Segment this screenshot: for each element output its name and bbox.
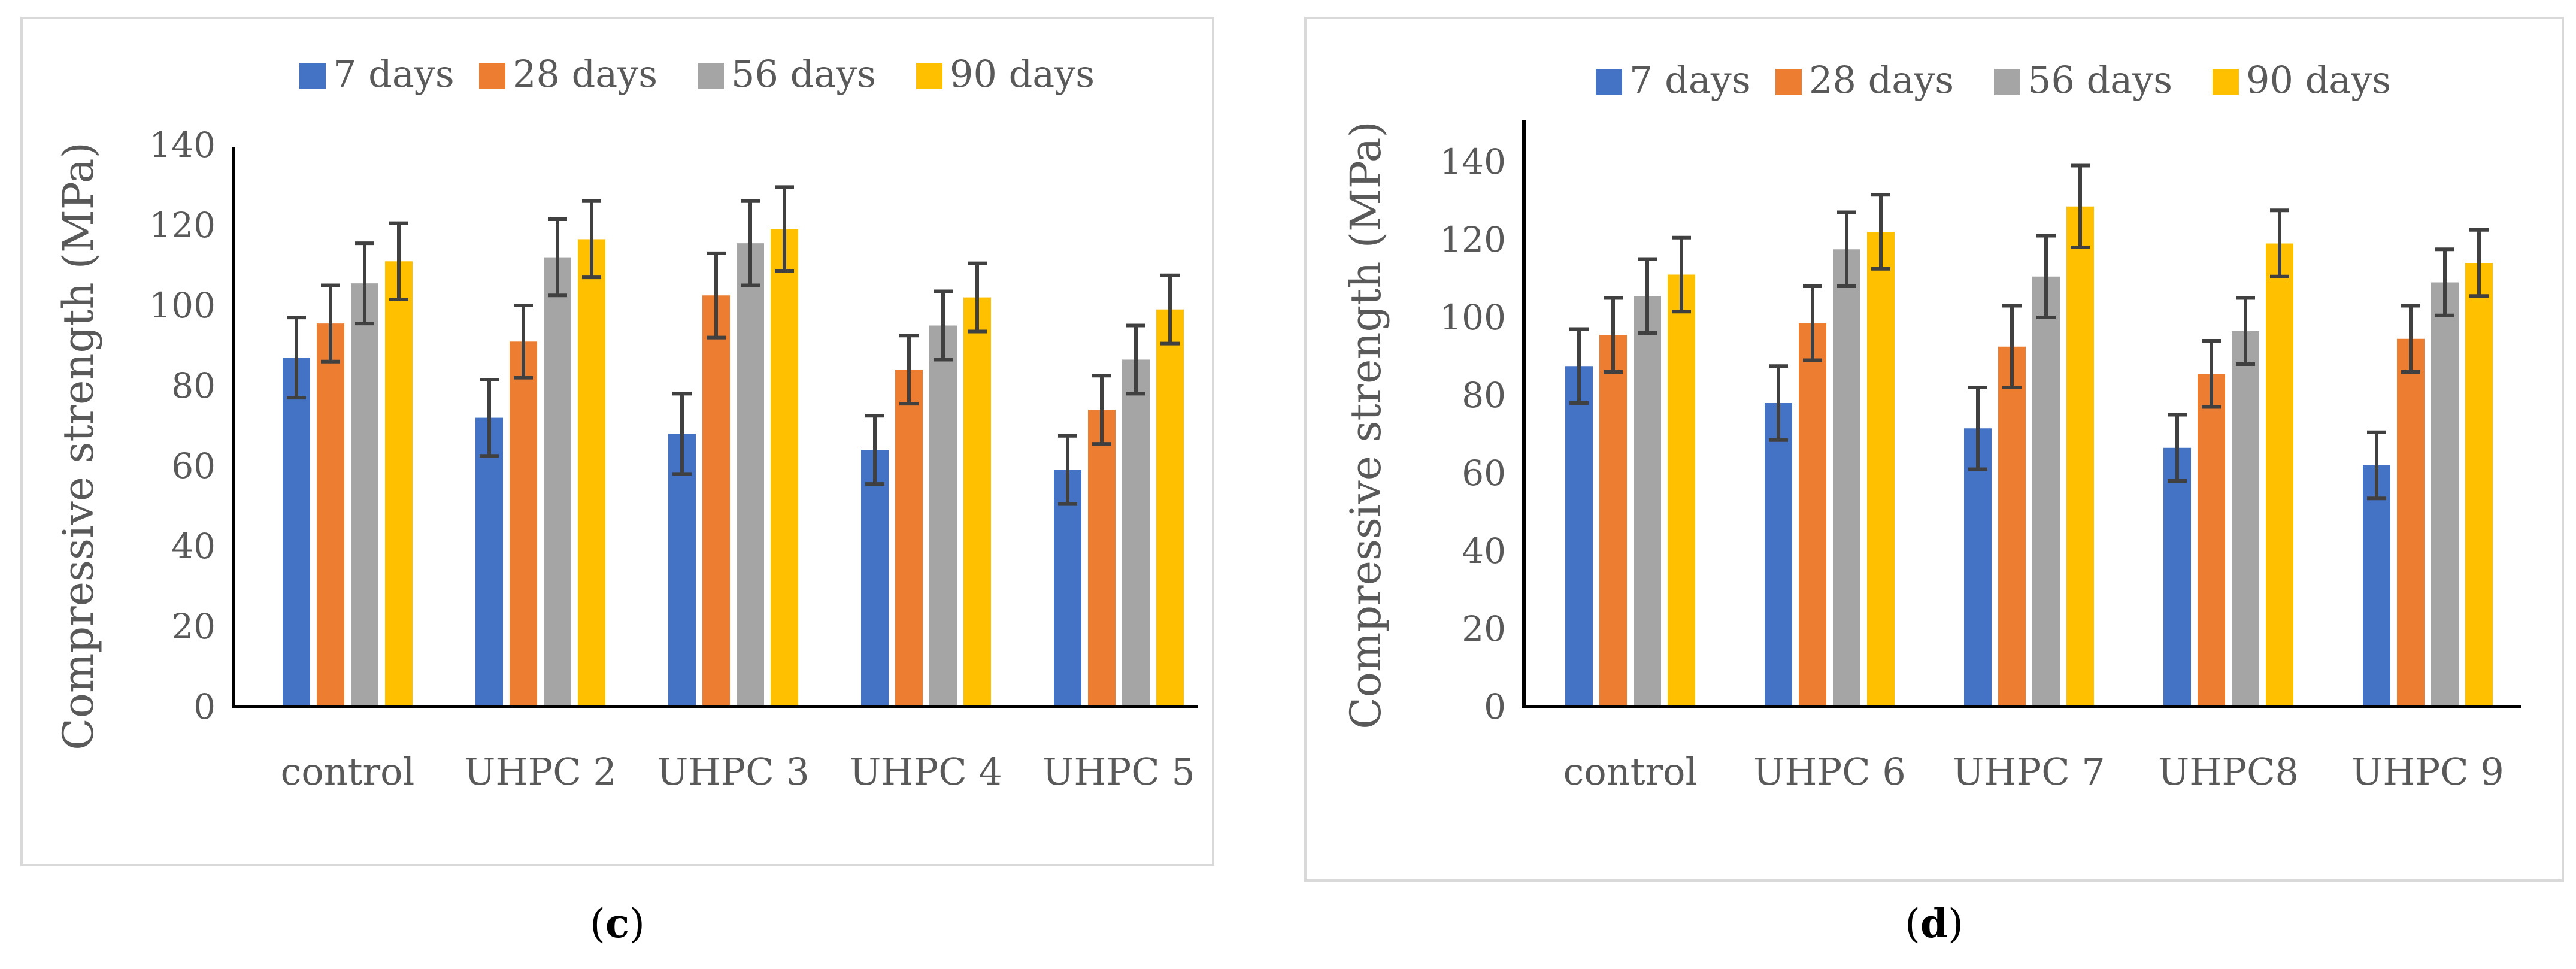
bar-7-days (1964, 428, 1992, 707)
y-tick-label: 120 (149, 205, 216, 246)
x-category-label: control (1563, 750, 1698, 794)
legend-entry: 90 days (2246, 58, 2391, 102)
bar-7-days (668, 434, 696, 707)
chart-panel-c: 0 20 40 60 80 100 120 140 Compressive strength (… (20, 17, 1214, 947)
legend-entry: 28 days (513, 52, 657, 96)
legend-swatch (2213, 69, 2239, 95)
legend-entry: 7 days (1629, 58, 1751, 102)
y-tick-label: 120 (1439, 219, 1506, 260)
legend-swatch (1994, 69, 2020, 95)
bar-90-days (1156, 309, 1184, 707)
x-category-label: UHPC 3 (657, 750, 810, 794)
bar-56-days (2232, 331, 2259, 707)
bar-90-days (578, 239, 605, 707)
panel-caption: (c) (590, 900, 645, 947)
bar-56-days (1833, 249, 1860, 707)
y-tick-label: 0 (193, 686, 216, 727)
bar-56-days (737, 243, 764, 707)
x-category-label: UHPC 6 (1753, 750, 1906, 794)
legend-entry: 56 days (731, 52, 876, 96)
y-axis-label: Compressive strength (MPa) (54, 142, 103, 750)
bar-90-days (385, 261, 413, 707)
legend-swatch (916, 63, 942, 89)
x-category-label: control (281, 750, 415, 794)
bar-7-days (1765, 403, 1792, 707)
bar-7-days (2163, 447, 2191, 707)
bar-28-days (1088, 410, 1116, 707)
bar-7-days (283, 358, 310, 707)
bar-56-days (1634, 296, 1661, 707)
x-category-label: UHPC 2 (464, 750, 617, 794)
bar-90-days (2465, 263, 2493, 707)
legend-entry: 7 days (333, 52, 454, 96)
y-tick-label: 100 (149, 285, 216, 326)
y-tick-label: 60 (1462, 453, 1506, 493)
bar-90-days (963, 297, 991, 707)
legend-swatch (1596, 69, 1622, 95)
panel-caption: (d) (1905, 900, 1963, 947)
x-category-label: UHPC8 (2158, 750, 2299, 794)
y-tick-label: 140 (149, 125, 216, 165)
bar-28-days (510, 341, 537, 707)
legend-swatch (698, 63, 724, 89)
bar-90-days (771, 229, 798, 707)
legend-entry: 90 days (950, 52, 1095, 96)
y-axis-label: Compressive strength (MPa) (1341, 121, 1390, 729)
bar-56-days (2431, 282, 2459, 707)
chart-panel-d: 0 20 40 60 80 100 120 140 Compressive strength (… (1304, 17, 2564, 947)
legend-entry: 28 days (1809, 58, 1954, 102)
bar-90-days (2266, 243, 2293, 707)
y-tick-label: 60 (171, 446, 216, 486)
y-tick-label: 140 (1439, 141, 1506, 182)
bar-28-days (2198, 374, 2225, 707)
y-tick-label: 80 (1462, 375, 1506, 416)
y-tick-label: 80 (171, 365, 216, 406)
bar-56-days (929, 325, 957, 707)
bar-28-days (1599, 335, 1627, 707)
x-category-label: UHPC 7 (1953, 750, 2105, 794)
bar-28-days (1998, 346, 2026, 707)
panel-letter: c (605, 900, 629, 947)
y-tick-label: 40 (171, 526, 216, 567)
legend-entry: 56 days (2028, 58, 2172, 102)
y-tick-label: 0 (1484, 686, 1506, 727)
bar-90-days (2066, 206, 2094, 707)
bar-28-days (317, 323, 344, 707)
bar-28-days (895, 370, 923, 707)
bar-7-days (1054, 470, 1081, 707)
x-category-label: UHPC 4 (850, 750, 1002, 794)
chart-frame (1304, 17, 2564, 882)
y-tick-label: 100 (1439, 297, 1506, 338)
panel-letter: d (1920, 900, 1948, 947)
bar-28-days (702, 295, 730, 707)
bar-28-days (1799, 323, 1826, 707)
bar-56-days (544, 257, 571, 707)
bar-7-days (1565, 366, 1593, 707)
y-tick-label: 20 (171, 606, 216, 647)
bar-56-days (351, 283, 378, 707)
legend-swatch (479, 63, 505, 89)
x-category-label: UHPC 9 (2351, 750, 2504, 794)
bar-56-days (1122, 359, 1150, 707)
bar-56-days (2032, 276, 2060, 707)
bar-7-days (475, 417, 503, 707)
bar-7-days (2363, 465, 2390, 707)
chart-frame (20, 17, 1214, 866)
legend-swatch (299, 63, 326, 89)
bar-28-days (2397, 338, 2425, 707)
bar-7-days (861, 450, 889, 707)
y-tick-label: 40 (1462, 531, 1506, 571)
x-category-label: UHPC 5 (1042, 750, 1195, 794)
y-tick-label: 20 (1462, 608, 1506, 649)
bar-90-days (1867, 232, 1895, 707)
legend-swatch (1775, 69, 1802, 95)
bar-90-days (1668, 274, 1695, 707)
